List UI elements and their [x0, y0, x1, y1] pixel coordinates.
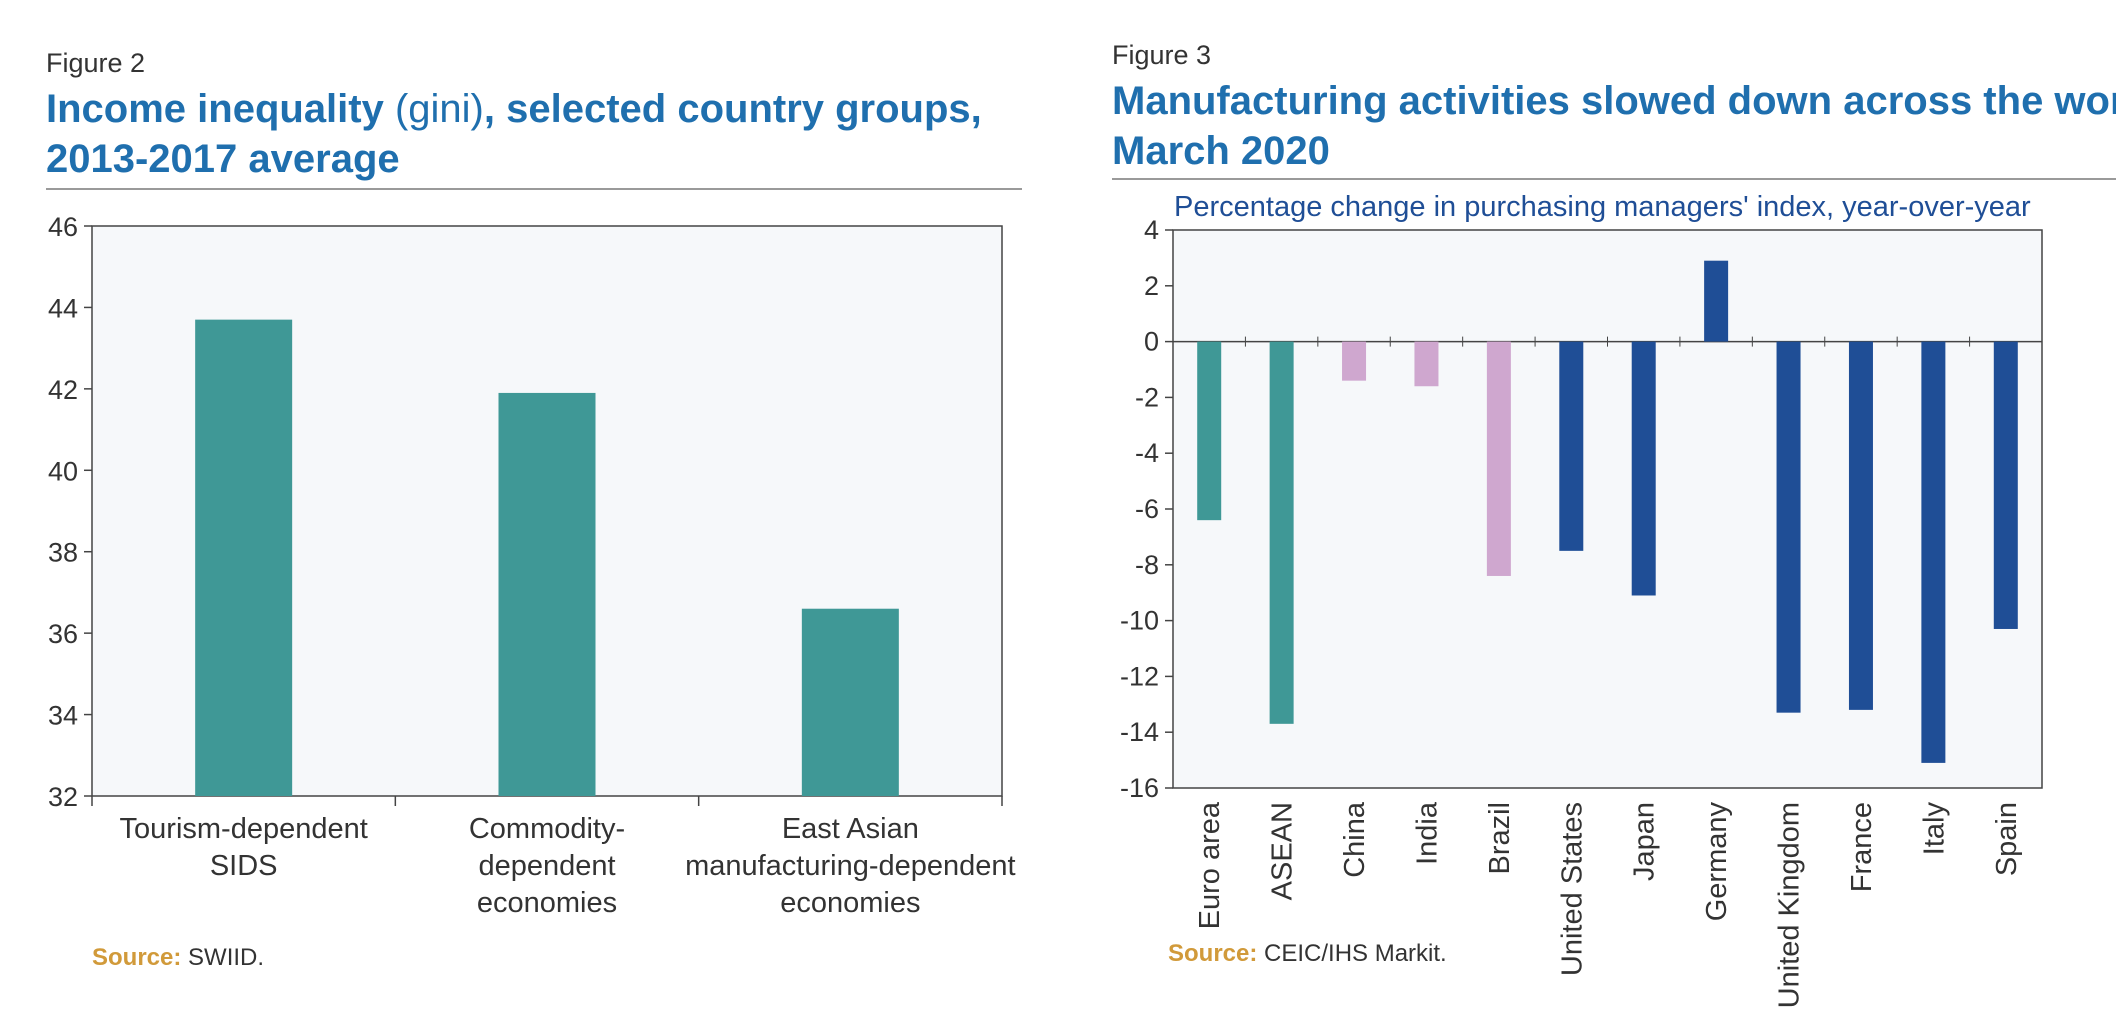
x-category-label: United Kingdom [1774, 802, 1806, 1008]
bar [1559, 341, 1584, 551]
x-category-label: Japan [1629, 802, 1661, 881]
x-category-label: Spain [1991, 802, 2023, 876]
figure-3-label: Figure 3 [1112, 40, 1212, 70]
y-tick-label: 32 [48, 782, 78, 812]
bar [1776, 341, 1801, 713]
figure-2-source-key: Source: [92, 944, 182, 971]
x-category-label: Brazil [1484, 802, 1516, 875]
x-category-label: Commodity- [469, 813, 625, 845]
x-category-label: East Asian [782, 813, 919, 845]
figure-2-panel: Figure 2 Income inequality (gini), selec… [46, 48, 1022, 972]
bar [1993, 341, 2018, 629]
bar [1197, 341, 1222, 521]
y-tick-label: 42 [48, 375, 78, 405]
bar [1921, 341, 1946, 763]
figure-2-label: Figure 2 [46, 48, 146, 78]
bar [1414, 341, 1439, 387]
y-tick-label: 40 [48, 456, 78, 486]
x-category-label: Euro area [1194, 801, 1226, 929]
x-category-label: manufacturing-dependent [685, 850, 1016, 882]
x-category-label: Tourism-dependent [120, 813, 368, 845]
x-category-label: France [1846, 802, 1878, 892]
figure-3-source: Source: CEIC/IHS Markit. [1168, 940, 1447, 968]
x-category-label: China [1339, 801, 1371, 878]
figure-3-source-key: Source: [1168, 940, 1258, 967]
x-category-label: Italy [1918, 802, 1950, 856]
bar [1269, 341, 1294, 724]
figure-2-source-text: SWIID. [181, 944, 265, 971]
figure-3-chart: Percentage change in purchasing managers… [1120, 191, 2043, 1008]
y-tick-label: 46 [48, 212, 78, 242]
figure-2-title: Income inequality (gini), selected count… [46, 84, 982, 184]
figure-3-panel: Figure 3 Manufacturing activities slowed… [1058, 0, 2116, 1028]
bar [1342, 341, 1367, 381]
figure-2-title-light: (gini) [383, 87, 484, 131]
figure-2-source: Source: SWIID. [92, 944, 264, 972]
bar [1486, 341, 1511, 576]
x-category-label: ASEAN [1267, 802, 1299, 900]
y-tick-label: -6 [1135, 494, 1159, 524]
plot-area [1172, 229, 2043, 789]
y-tick-label: -12 [1120, 661, 1159, 691]
x-category-label: economies [477, 887, 617, 919]
figure-3-divider [1112, 178, 2116, 180]
y-tick-label: -10 [1120, 606, 1159, 636]
x-category-label: United States [1556, 802, 1588, 976]
bar [1704, 260, 1729, 342]
bar [801, 608, 899, 796]
bar [1848, 341, 1873, 710]
y-tick-label: -8 [1135, 550, 1159, 580]
figure-3-title: Manufacturing activities slowed down acr… [1112, 76, 2116, 176]
x-category-label: dependent [478, 850, 615, 882]
x-category-label: Germany [1701, 802, 1733, 922]
figure-2-title-strong-2: , selected country groups, [483, 87, 982, 131]
figure-2-title-strong-1: Income inequality [46, 87, 384, 131]
figure-3-title-line1: Manufacturing activities slowed down acr… [1112, 79, 2116, 123]
y-tick-label: 2 [1144, 271, 1159, 301]
y-tick-label: 4 [1144, 215, 1159, 245]
bar [195, 319, 293, 796]
figure-3-source-text: CEIC/IHS Markit. [1257, 940, 1447, 967]
y-tick-label: 34 [48, 701, 78, 731]
y-tick-label: 36 [48, 619, 78, 649]
y-tick-label: -14 [1120, 717, 1159, 747]
figure-2-title-line2: 2013-2017 average [46, 137, 400, 181]
chart-subtitle: Percentage change in purchasing managers… [1174, 191, 2031, 223]
bar [498, 392, 596, 796]
x-category-label: India [1411, 801, 1443, 865]
bar [1631, 341, 1656, 596]
y-tick-label: -4 [1135, 438, 1159, 468]
y-tick-label: 0 [1144, 327, 1159, 357]
figure-2-chart: 32 34 36 38 40 42 44 46 Tourism-dependent SIDS Com… [48, 212, 1016, 919]
y-tick-label: 38 [48, 538, 78, 568]
y-tick-label: -2 [1135, 382, 1159, 412]
y-tick-label: 44 [48, 293, 78, 323]
figure-3-title-line2: March 2020 [1112, 129, 1330, 173]
x-category-label: economies [780, 887, 920, 919]
x-category-label: SIDS [210, 850, 278, 882]
figure-2-divider [46, 188, 1022, 190]
y-tick-label: -16 [1120, 773, 1159, 803]
